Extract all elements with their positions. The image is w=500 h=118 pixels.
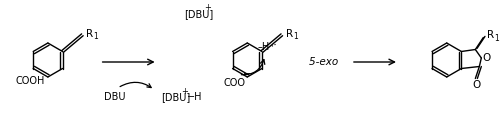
Text: −: − xyxy=(242,70,250,80)
Text: COO: COO xyxy=(224,78,246,88)
Text: +: + xyxy=(181,86,188,95)
FancyArrowPatch shape xyxy=(242,60,265,75)
Text: 1: 1 xyxy=(293,32,298,41)
Text: O: O xyxy=(482,53,490,63)
Text: R: R xyxy=(488,30,494,40)
Text: R: R xyxy=(86,29,94,39)
Text: 5-​exo: 5-​exo xyxy=(309,57,338,67)
Text: –H: –H xyxy=(258,42,270,52)
Text: R: R xyxy=(286,29,293,39)
Text: COOH: COOH xyxy=(16,76,45,86)
Text: [DBU]: [DBU] xyxy=(162,92,191,102)
Text: DBU: DBU xyxy=(104,92,126,102)
Text: +: + xyxy=(204,4,211,13)
FancyArrowPatch shape xyxy=(120,82,151,88)
Text: 1: 1 xyxy=(94,32,98,41)
Text: O: O xyxy=(472,80,480,91)
Text: [DBU]: [DBU] xyxy=(184,9,214,19)
Text: 1: 1 xyxy=(494,34,499,43)
Text: −H: −H xyxy=(188,92,203,102)
